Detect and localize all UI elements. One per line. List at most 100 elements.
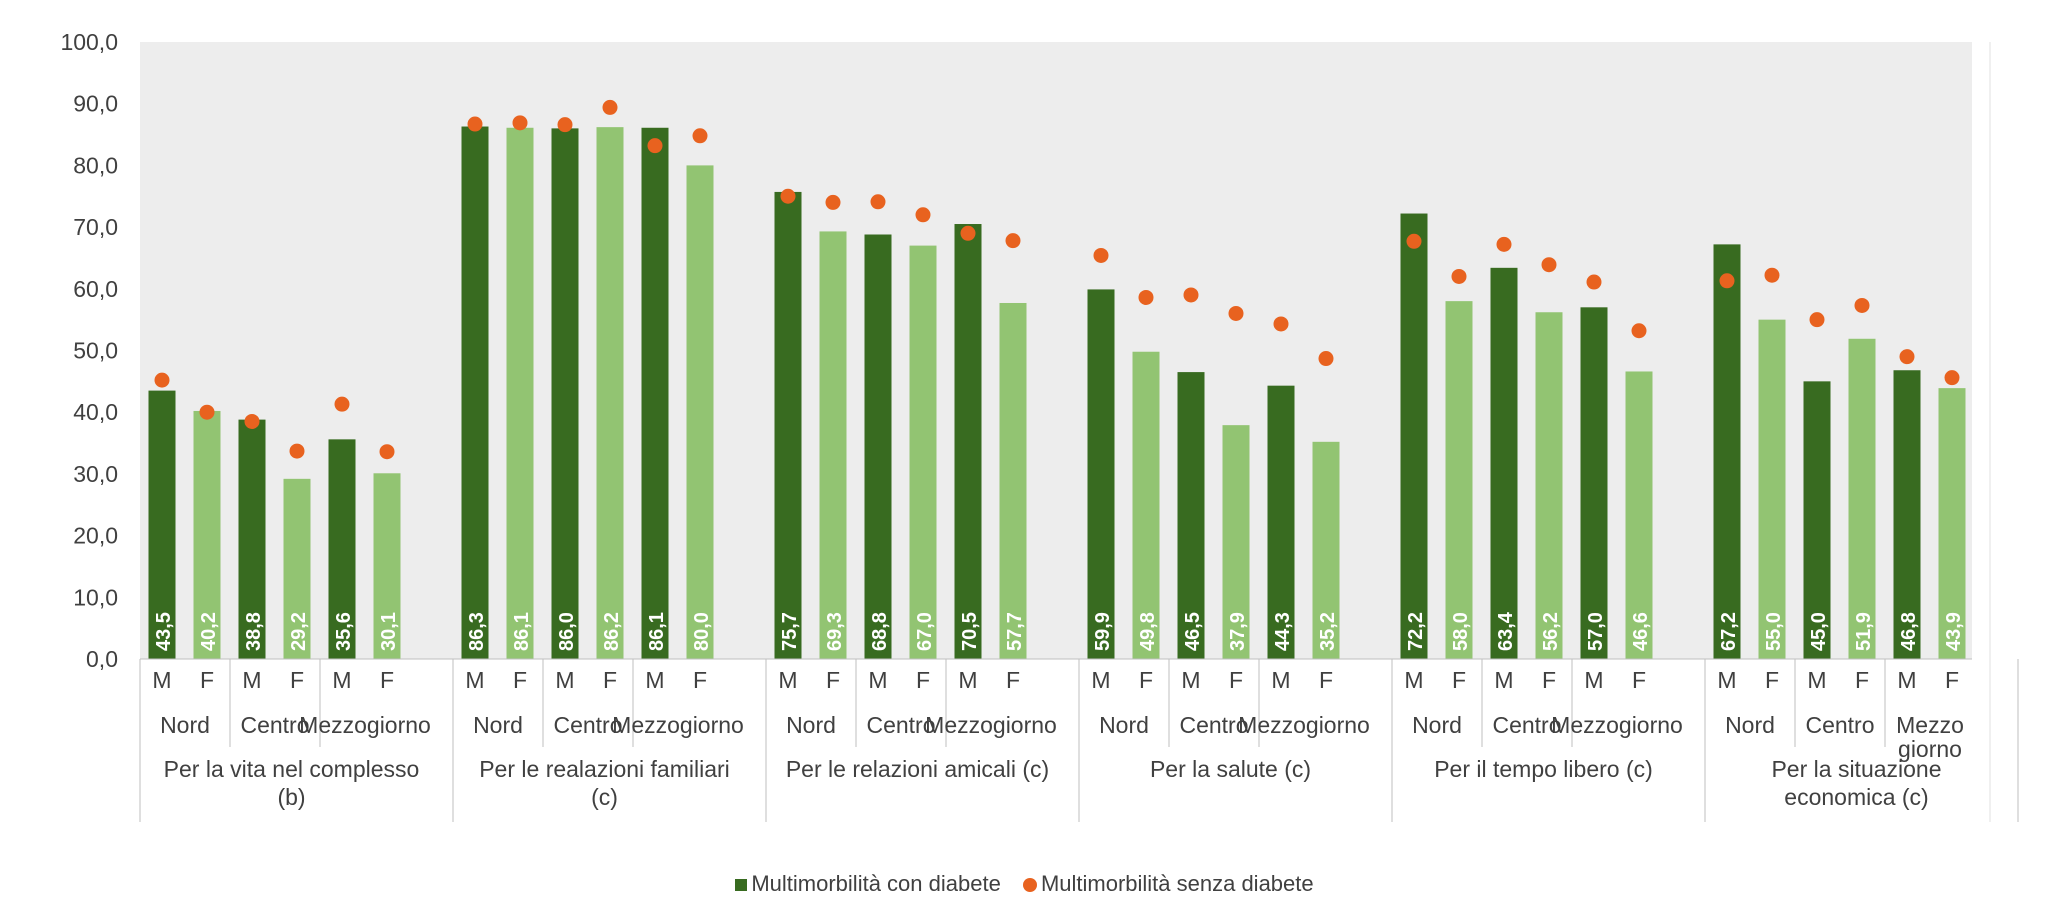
y-tick-label: 50,0 xyxy=(73,338,118,364)
bar-data-label: 55,0 xyxy=(1763,612,1785,651)
x-group-label: Per la salute (c) xyxy=(1150,756,1311,782)
x-sex-label: M xyxy=(1091,667,1110,693)
chart: 0,0 10,0 20,0 30,0 40,0 50,0 60,0 70,0 80,0 90,0 1… xyxy=(60,29,2019,822)
dot-marker xyxy=(334,396,350,412)
x-sex-label: M xyxy=(1807,667,1826,693)
bar-data-label: 46,8 xyxy=(1898,612,1920,651)
bar xyxy=(686,165,714,659)
bar xyxy=(328,439,356,659)
dot-marker xyxy=(825,194,841,210)
x-sex-label: M xyxy=(958,667,977,693)
bar-data-label: 80,0 xyxy=(691,612,713,651)
x-subgroup-label: Nord xyxy=(160,712,210,738)
x-sex-label: M xyxy=(1584,667,1603,693)
x-group-label: Per la vita nel complesso xyxy=(164,756,420,782)
x-subgroup-label: Mezzogiorno xyxy=(612,712,744,738)
legend-item-bar: Multimorbilità con diabete xyxy=(735,871,1001,897)
bar-data-label: 67,2 xyxy=(1718,612,1740,651)
dot-marker xyxy=(1496,236,1512,252)
bar-data-label: 46,6 xyxy=(1630,612,1652,651)
x-sex-label: M xyxy=(242,667,261,693)
dot-marker xyxy=(1273,316,1289,332)
bar xyxy=(1803,381,1831,659)
dot-marker xyxy=(1764,267,1780,283)
bar-data-label: 43,9 xyxy=(1943,612,1965,651)
bar-data-label: 75,7 xyxy=(779,612,801,651)
bar xyxy=(1445,301,1473,659)
x-sex-label: F xyxy=(1006,667,1020,693)
x-group-label: Per il tempo libero (c) xyxy=(1434,756,1653,782)
dot-marker xyxy=(154,372,170,388)
x-sex-label: F xyxy=(513,667,527,693)
y-tick-label: 30,0 xyxy=(73,461,118,487)
bar xyxy=(1267,385,1295,659)
x-sex-label: F xyxy=(1452,667,1466,693)
x-subgroup-label: Mezzo xyxy=(1896,712,1964,738)
x-sex-label: F xyxy=(1229,667,1243,693)
bar xyxy=(1177,372,1205,659)
bar-data-label: 46,5 xyxy=(1182,612,1204,651)
bar-data-label: 86,2 xyxy=(601,612,623,651)
bar-data-label: 38,8 xyxy=(243,612,265,651)
bar xyxy=(1312,441,1340,659)
x-sex-label: M xyxy=(1897,667,1916,693)
x-group-label: (b) xyxy=(277,784,305,810)
bar xyxy=(999,302,1027,659)
bar-data-label: 51,9 xyxy=(1853,612,1875,651)
x-sex-label: F xyxy=(1765,667,1779,693)
dot-marker xyxy=(1138,289,1154,305)
x-sex-label: F xyxy=(1945,667,1959,693)
y-tick-label: 20,0 xyxy=(73,523,118,549)
y-tick-label: 100,0 xyxy=(60,29,118,55)
x-sex-label: M xyxy=(1181,667,1200,693)
dot-marker xyxy=(512,115,528,131)
x-sex-label: F xyxy=(290,667,304,693)
x-sex-label: M xyxy=(152,667,171,693)
x-sex-label: F xyxy=(826,667,840,693)
bar-data-label: 56,2 xyxy=(1540,612,1562,651)
bar-data-label: 44,3 xyxy=(1272,612,1294,651)
bar xyxy=(864,234,892,659)
bar xyxy=(1758,319,1786,659)
bar xyxy=(373,473,401,659)
dot-marker xyxy=(1899,349,1915,365)
bar xyxy=(238,419,266,659)
x-subgroup-label: Centro xyxy=(866,712,935,738)
bar xyxy=(954,224,982,659)
bar-data-label: 63,4 xyxy=(1495,611,1517,651)
bar-data-label: 86,1 xyxy=(646,612,668,651)
dot-marker xyxy=(1719,273,1735,289)
bar-data-label: 45,0 xyxy=(1808,612,1830,651)
x-group-label: Per le realazioni familiari xyxy=(479,756,730,782)
x-subgroup-label: Nord xyxy=(1725,712,1775,738)
x-sex-label: F xyxy=(1542,667,1556,693)
bar xyxy=(1625,371,1653,659)
x-sex-label: M xyxy=(1717,667,1736,693)
bar-data-label: 49,8 xyxy=(1137,612,1159,651)
dot-marker xyxy=(1183,287,1199,303)
dot-marker xyxy=(602,99,618,115)
x-subgroup-label: Nord xyxy=(473,712,523,738)
y-tick-label: 10,0 xyxy=(73,584,118,610)
dot-marker xyxy=(870,194,886,210)
dot-marker xyxy=(467,116,483,132)
x-sex-label: M xyxy=(1494,667,1513,693)
bar-data-label: 70,5 xyxy=(959,612,981,651)
dot-marker xyxy=(780,188,796,204)
y-tick-label: 40,0 xyxy=(73,399,118,425)
x-sex-label: M xyxy=(332,667,351,693)
x-sex-label: F xyxy=(916,667,930,693)
bar xyxy=(461,126,489,660)
y-tick-label: 90,0 xyxy=(73,91,118,117)
bar xyxy=(283,478,311,659)
dot-marker xyxy=(244,413,260,429)
x-sex-label: F xyxy=(200,667,214,693)
x-sex-label: F xyxy=(693,667,707,693)
x-subgroup-label: Centro xyxy=(1179,712,1248,738)
dot-marker xyxy=(1944,370,1960,386)
bar xyxy=(1132,351,1160,659)
x-sex-label: F xyxy=(380,667,394,693)
x-group-label: (c) xyxy=(591,784,618,810)
x-sex-label: M xyxy=(1404,667,1423,693)
x-sex-label: F xyxy=(603,667,617,693)
